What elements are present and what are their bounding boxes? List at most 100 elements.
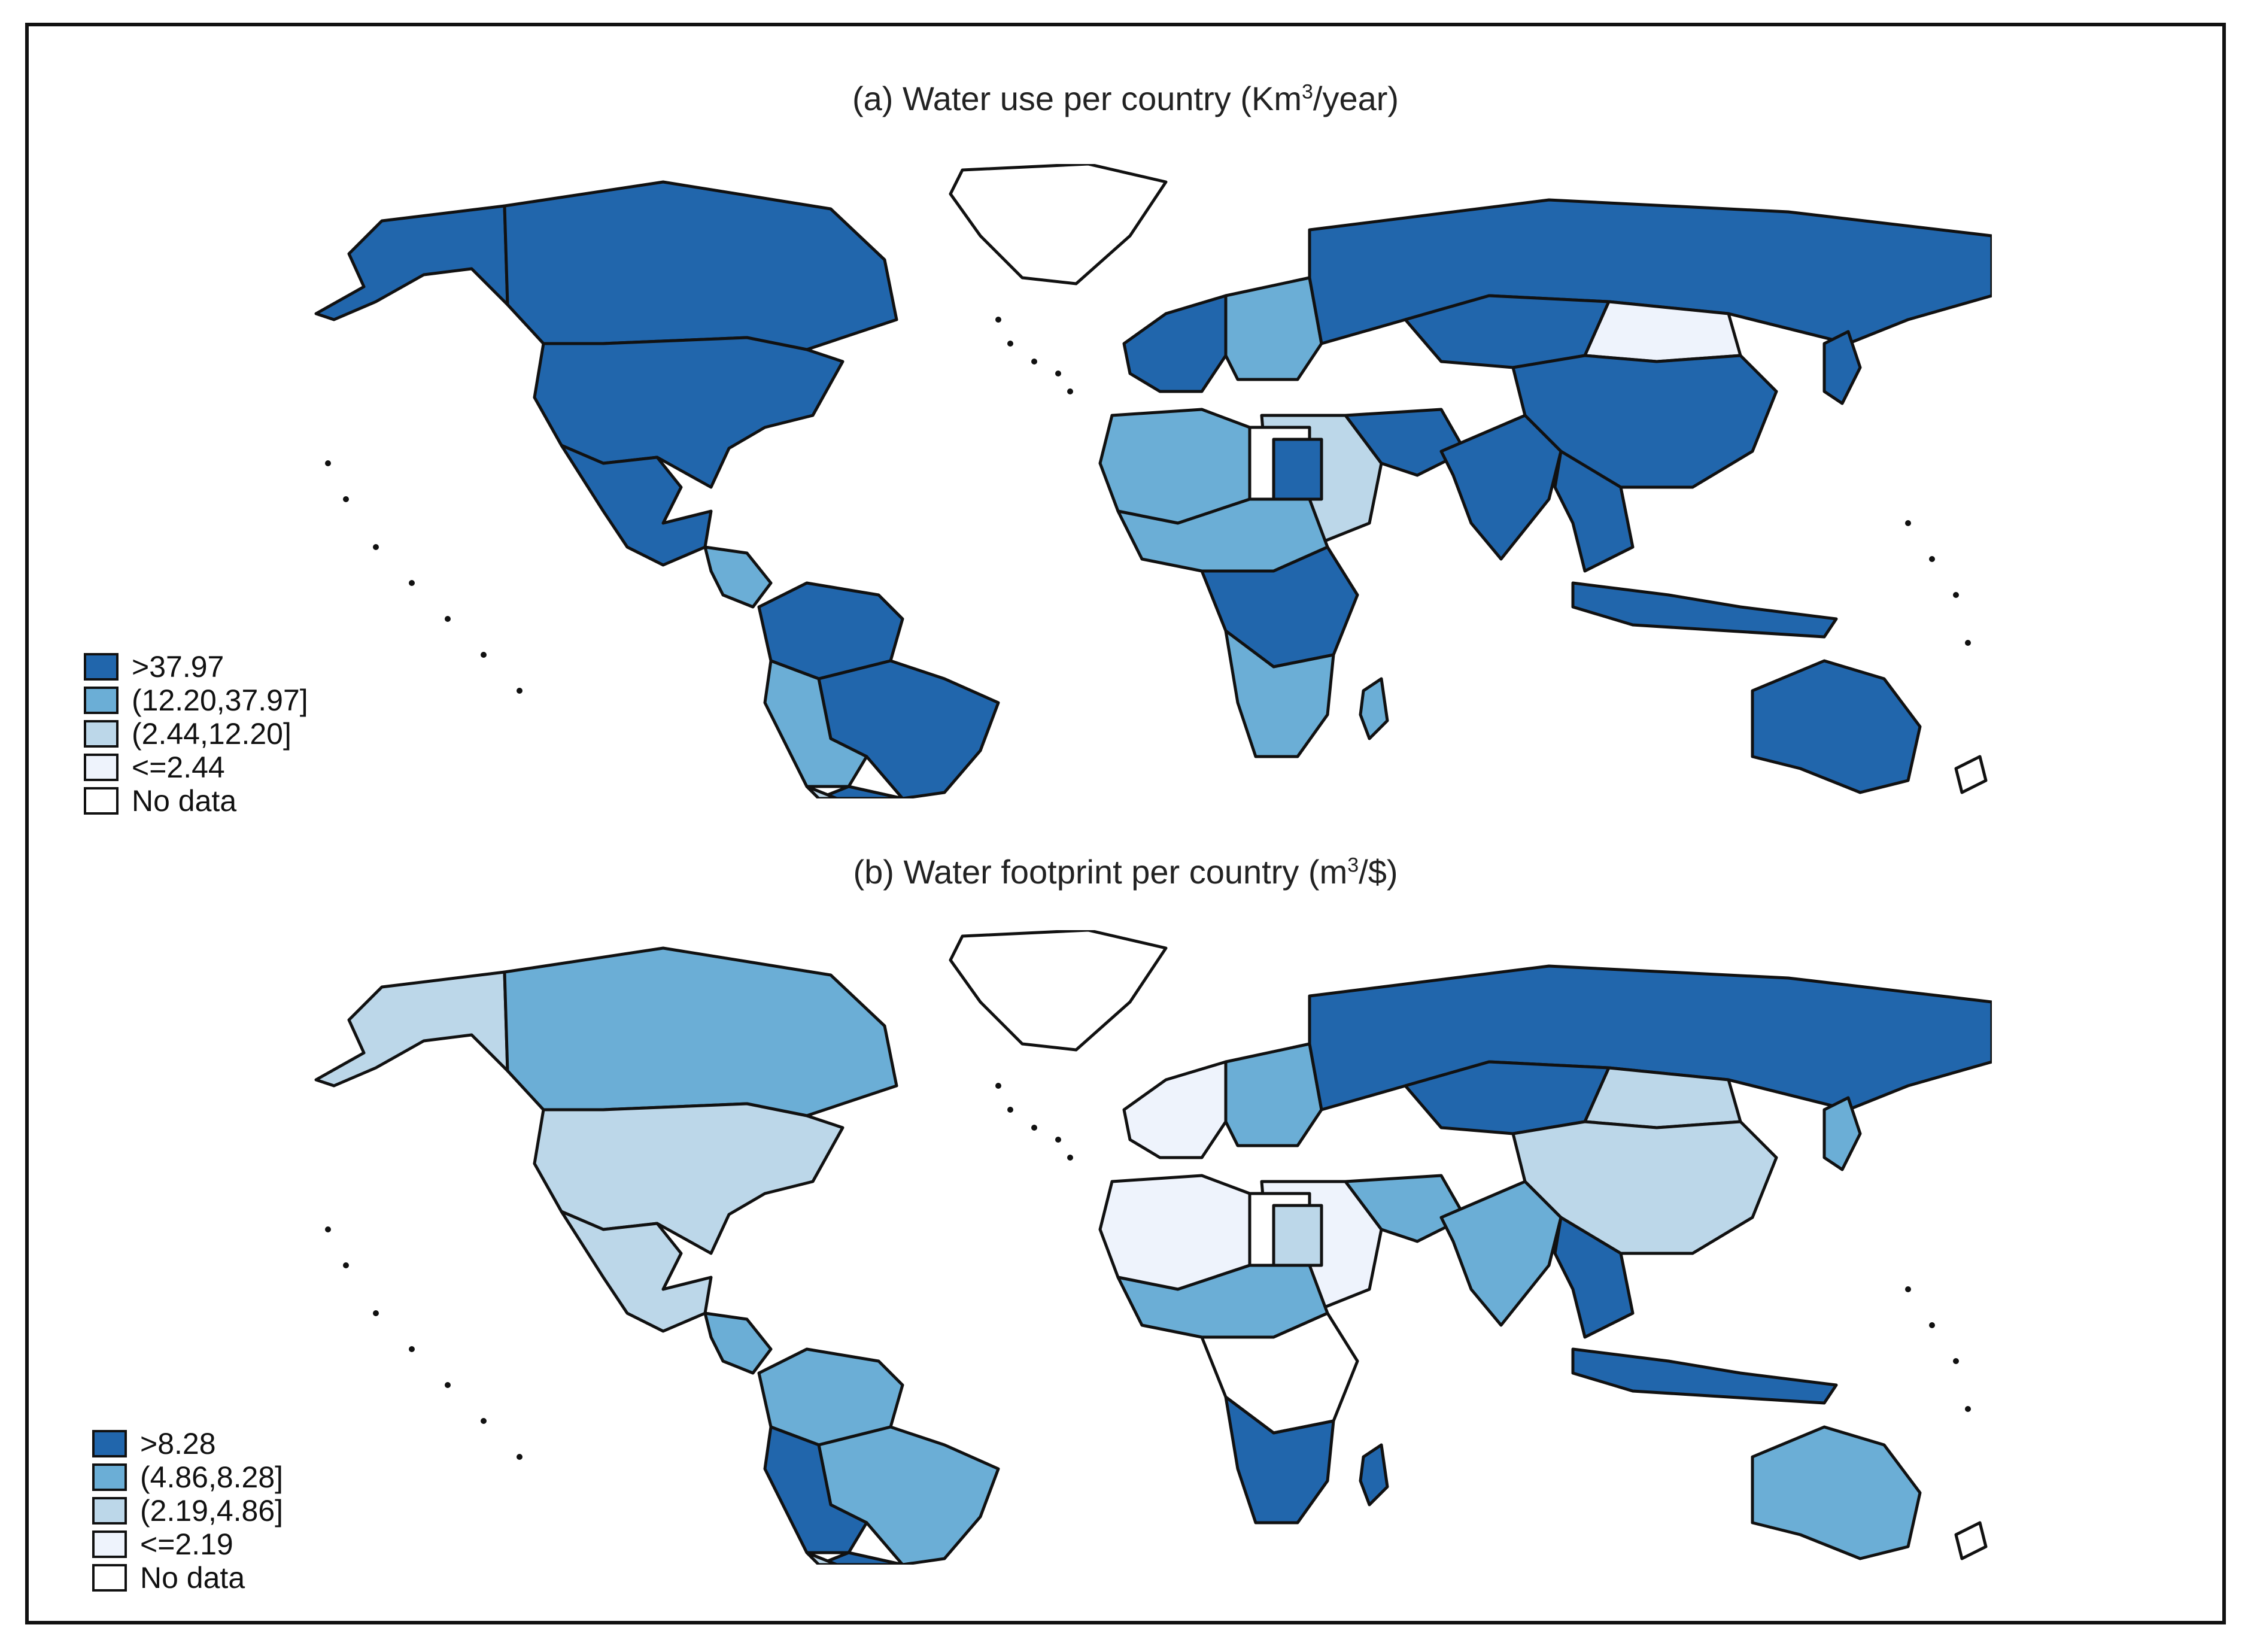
country-southeast-asia <box>1553 1216 1635 1339</box>
legend-label: (2.19,4.86] <box>140 1494 284 1528</box>
panel-water-footprint: (b) Water footprint per country (m3/$) >… <box>29 816 2222 1624</box>
island-dot <box>1007 1107 1013 1113</box>
panel-a-title: (a) Water use per country (Km3/year) <box>29 79 2222 118</box>
island-dot <box>445 616 451 622</box>
island-dot <box>325 1226 331 1232</box>
country-japan <box>1822 330 1862 405</box>
country-greenland <box>949 164 1168 286</box>
legend-row: (2.44,12.20] <box>84 717 308 751</box>
islands <box>325 317 1971 694</box>
legend-row: No data <box>84 784 308 818</box>
island-dot <box>517 1454 523 1460</box>
country-europe-west <box>1122 294 1228 393</box>
island-dot <box>1929 556 1935 562</box>
island-dot <box>1953 1358 1959 1364</box>
country-europe-east <box>1224 1042 1323 1147</box>
country-argentina <box>817 785 904 798</box>
panel-a-title-prefix: (a) Water use per country (Km <box>852 80 1302 117</box>
legend-row: >8.28 <box>92 1427 283 1460</box>
island-dot <box>1905 520 1911 526</box>
island-dot <box>373 544 379 550</box>
panel-water-use: (a) Water use per country (Km3/year) >37… <box>29 26 2222 816</box>
country-southern-africa <box>1224 1395 1335 1525</box>
country-iran <box>1344 1174 1467 1243</box>
island-dot <box>445 1382 451 1388</box>
legend-swatch <box>92 1564 127 1592</box>
country-southern-africa <box>1224 629 1335 758</box>
panel-b-title-prefix: (b) Water footprint per country (m <box>853 853 1348 891</box>
island-dot <box>995 1083 1001 1089</box>
country-north-america-north <box>503 946 898 1117</box>
country-madagascar <box>1359 1443 1389 1507</box>
legend-row: (12.20,37.97] <box>84 684 308 717</box>
island-dot <box>517 688 523 694</box>
legend-swatch <box>92 1463 127 1491</box>
island-dot <box>481 652 487 658</box>
legend-row: No data <box>92 1561 283 1595</box>
world-map-b <box>314 930 1992 1565</box>
country-madagascar <box>1359 677 1389 740</box>
country-australia <box>1751 1425 1922 1560</box>
island-dot <box>373 1310 379 1316</box>
country-mexico <box>560 444 713 567</box>
legend-row: >37.97 <box>84 650 308 684</box>
panel-b-title: (b) Water footprint per country (m3/$) <box>29 852 2222 891</box>
island-dot <box>1067 1155 1073 1161</box>
country-chile <box>805 1551 839 1565</box>
legend-label: (2.44,12.20] <box>132 717 291 751</box>
country-alaska <box>314 970 509 1088</box>
island-dot <box>1953 592 1959 598</box>
country-iran <box>1344 408 1467 477</box>
island-dot <box>343 496 349 502</box>
legend-label: >37.97 <box>132 650 224 684</box>
island-dot <box>325 460 331 466</box>
islands <box>325 1083 1971 1460</box>
country-australia <box>1751 659 1922 794</box>
country-mexico <box>560 1210 713 1333</box>
legend-label: (12.20,37.97] <box>132 684 308 717</box>
country-southeast-asia <box>1553 450 1635 573</box>
country-new-zealand <box>1954 755 1988 794</box>
country-argentina <box>817 1551 904 1565</box>
legend-a: >37.97 (12.20,37.97] (2.44,12.20] <=2.44… <box>84 650 308 818</box>
country-new-zealand <box>1954 1521 1988 1560</box>
legend-swatch <box>84 754 119 781</box>
island-dot <box>1965 640 1971 646</box>
legend-swatch <box>92 1497 127 1525</box>
country-egypt <box>1272 438 1323 501</box>
legend-row: <=2.44 <box>84 751 308 784</box>
country-india <box>1439 1180 1563 1327</box>
country-north-america-north <box>503 180 898 351</box>
island-dot <box>1031 1125 1037 1131</box>
legend-label: (4.86,8.28] <box>140 1460 284 1494</box>
island-dot <box>1031 359 1037 365</box>
country-indonesia <box>1571 581 1838 639</box>
country-central-america <box>703 1311 773 1375</box>
legend-swatch <box>84 687 119 714</box>
legend-label: <=2.19 <box>140 1528 233 1561</box>
country-indonesia <box>1571 1347 1838 1405</box>
legend-row: <=2.19 <box>92 1528 283 1561</box>
country-alaska <box>314 204 509 321</box>
island-dot <box>1067 388 1073 394</box>
country-russia <box>1308 964 1992 1112</box>
legend-row: (2.19,4.86] <box>92 1494 283 1528</box>
island-dot <box>1055 371 1061 376</box>
country-japan <box>1822 1096 1862 1171</box>
panel-a-title-sup: 3 <box>1301 80 1313 104</box>
legend-swatch <box>92 1430 127 1457</box>
country-egypt <box>1272 1204 1323 1267</box>
island-dot <box>1965 1406 1971 1412</box>
legend-label: <=2.44 <box>132 751 225 784</box>
island-dot <box>409 1346 415 1352</box>
legend-swatch <box>92 1530 127 1558</box>
country-central-america <box>703 545 773 609</box>
legend-swatch <box>84 787 119 815</box>
country-greenland <box>949 930 1168 1052</box>
world-map-a <box>314 164 1992 798</box>
country-europe-west <box>1122 1060 1228 1159</box>
island-dot <box>1929 1322 1935 1328</box>
island-dot <box>1055 1137 1061 1143</box>
legend-label: No data <box>132 784 237 818</box>
island-dot <box>1007 341 1013 347</box>
